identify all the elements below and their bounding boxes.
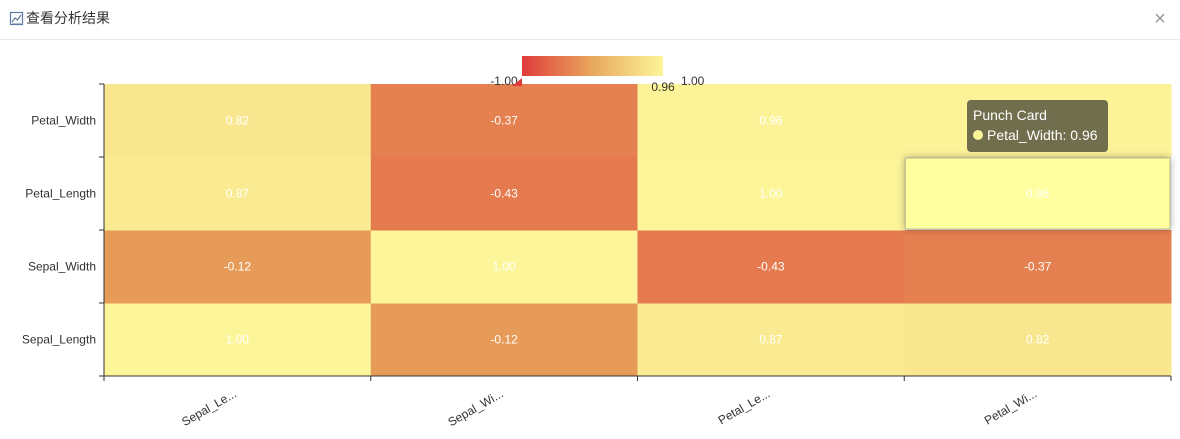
cell-value-label: 0.96 [1026,187,1050,201]
visual-map-max-label: 1.00 [681,74,705,88]
cell-value-label: 0.82 [1026,333,1050,347]
heatmap-cell [104,303,372,377]
cell-value-label: -0.43 [490,187,518,201]
close-icon[interactable]: × [1154,8,1166,30]
x-axis-label: Petal_Wi... [982,386,1039,427]
tooltip-title: Punch Card [973,107,1047,123]
y-axis-label: Sepal_Width [28,260,96,274]
cell-value-label: 0.96 [759,114,783,128]
cell-value-label: 0.87 [759,333,783,347]
dialog-header: 查看分析结果 × [0,0,1180,40]
heatmap-cell [637,84,905,158]
heatmap-cell [104,230,372,304]
y-axis-label: Sepal_Length [22,333,96,347]
cell-value-label: -0.37 [1024,260,1052,274]
chart-tooltip: Punch Card Petal_Width: 0.96 [967,100,1108,152]
x-axis-label: Sepal_Le... [179,386,239,428]
tooltip-row: Petal_Width: 0.96 [973,125,1102,145]
heatmap-cell [370,303,638,377]
heatmap-cell [104,157,372,231]
visual-map-min-label: -1.00 [490,74,518,88]
heatmap-cell [637,157,905,231]
heatmap-cell [370,84,638,158]
cell-value-label: 1.00 [759,187,783,201]
chart-report-icon [9,11,24,26]
cell-value-label: 1.00 [492,260,516,274]
heatmap-cell [104,84,372,158]
tooltip-label: Petal_Width: 0.96 [987,127,1098,143]
heatmap-cell [637,303,905,377]
visual-map-track [522,76,663,84]
heatmap-cell [904,303,1172,377]
tooltip-marker [973,130,983,140]
y-axis-label: Petal_Width [31,114,96,128]
visual-map-min-handle [512,78,522,86]
y-axis-label: Petal_Length [25,187,96,201]
heatmap-cell [904,230,1172,304]
cell-value-label: 0.82 [226,114,250,128]
heatmap-cell [370,157,638,231]
heatmap-cell [637,230,905,304]
x-axis-label: Sepal_Wi... [445,386,505,429]
visual-map-handle-label: 0.96 [651,80,675,94]
cell-value-label: -0.43 [757,260,785,274]
cell-value-label: -0.37 [490,114,518,128]
visual-map-bar [522,56,663,76]
dialog-title: 查看分析结果 [26,11,110,27]
cell-value-label: 0.87 [226,187,250,201]
heatmap-cell [370,230,638,304]
x-axis-label: Petal_Le... [716,386,773,427]
cell-value-label: 1.00 [226,333,250,347]
cell-value-label: -0.12 [490,333,518,347]
cell-value-label: -0.12 [224,260,252,274]
heatmap-cell-highlighted [904,157,1171,230]
